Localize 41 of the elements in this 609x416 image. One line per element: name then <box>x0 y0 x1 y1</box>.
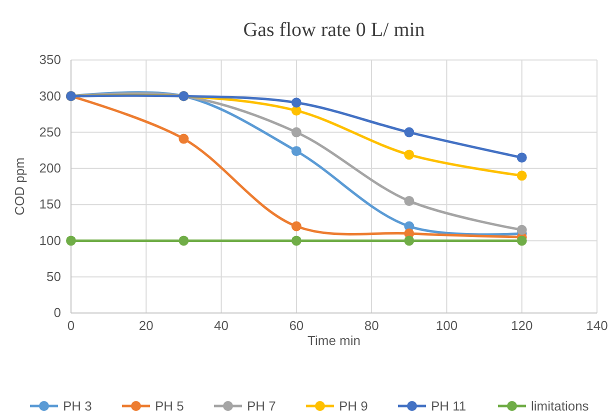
x-tick-label: 100 <box>436 318 458 334</box>
x-axis-title: Time min <box>308 333 360 348</box>
point <box>291 236 302 246</box>
y-tick-label: 50 <box>46 269 61 284</box>
x-tick-label: 20 <box>138 318 154 334</box>
point <box>516 152 527 163</box>
point <box>291 146 302 156</box>
point <box>404 127 414 138</box>
y-tick-label: 150 <box>39 196 61 212</box>
legend-label: PH 7 <box>247 398 276 414</box>
legend-label: limitations <box>531 398 590 414</box>
point <box>404 196 414 206</box>
x-tick-label: 40 <box>214 318 229 334</box>
point <box>516 236 527 246</box>
x-tick-label: 80 <box>364 318 379 334</box>
chart-title: Gas flow rate 0 L/ min <box>243 19 425 41</box>
y-tick-label: 100 <box>39 232 61 248</box>
y-tick-label: 250 <box>39 124 61 140</box>
legend-label: PH 5 <box>155 398 184 414</box>
legend-label: PH 11 <box>431 398 466 414</box>
point <box>291 127 302 138</box>
legend-label: PH 9 <box>339 398 368 414</box>
x-tick-label: 0 <box>67 318 75 334</box>
y-axis-title: COD ppm <box>12 158 27 216</box>
point <box>404 236 414 246</box>
point <box>516 170 527 181</box>
point <box>291 221 302 232</box>
y-tick-label: 350 <box>39 52 61 68</box>
point <box>516 224 527 235</box>
point <box>404 150 414 160</box>
y-tick-label: 300 <box>39 88 61 104</box>
y-tick-label: 0 <box>54 305 61 320</box>
point <box>291 98 302 108</box>
point <box>178 236 189 246</box>
x-tick-label: 120 <box>511 318 533 334</box>
y-tick-label: 200 <box>39 160 61 176</box>
legend-label: PH 3 <box>63 398 92 414</box>
x-tick-label: 140 <box>586 318 608 334</box>
point <box>178 134 189 144</box>
x-tick-label: 60 <box>289 318 304 334</box>
point <box>66 236 76 246</box>
